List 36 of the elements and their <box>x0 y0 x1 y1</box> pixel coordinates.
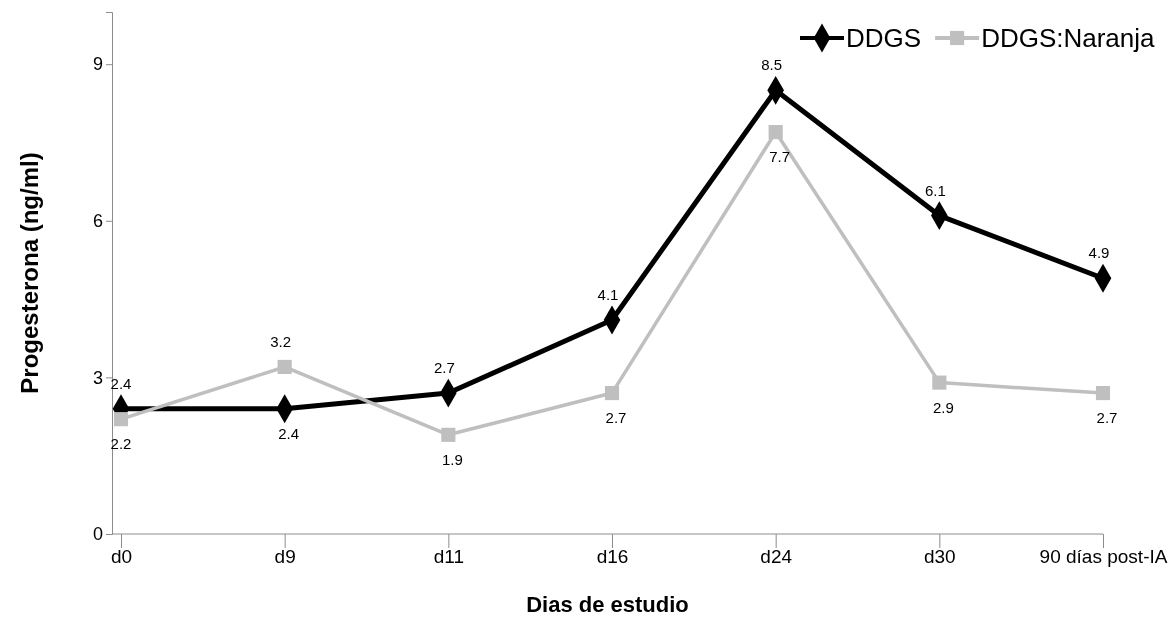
point <box>113 412 129 427</box>
data-label: 2.7 <box>605 409 627 427</box>
data-label: 2.4 <box>110 374 132 392</box>
y-tick-label: 6 <box>92 211 103 232</box>
data-label: 2.7 <box>433 359 455 377</box>
point <box>604 385 620 401</box>
x-tick-label: 90 días post-IA <box>1039 545 1168 567</box>
legend-label: DDGS <box>846 23 922 53</box>
data-label: 4.9 <box>1088 244 1110 262</box>
point <box>441 427 456 442</box>
y-tick-label: 9 <box>92 54 103 75</box>
y-tick-label: 3 <box>92 367 103 388</box>
point <box>932 375 947 390</box>
data-label: 4.1 <box>597 285 619 303</box>
data-label: 2.9 <box>932 398 954 416</box>
x-tick-label: d16 <box>596 545 629 567</box>
y-tick-label: 0 <box>92 524 103 545</box>
x-tick-label: d9 <box>274 545 296 567</box>
point <box>768 124 783 140</box>
data-label: 7.7 <box>769 148 791 166</box>
x-axis-title: Dias de estudio <box>526 592 689 617</box>
x-tick-label: d30 <box>923 545 956 567</box>
x-tick-label: d24 <box>760 545 793 567</box>
data-label: 6.1 <box>924 181 946 199</box>
y-axis-title: Progesterona (ng/ml) <box>16 152 43 394</box>
point <box>277 359 292 375</box>
data-label: 3.2 <box>270 332 292 350</box>
x-tick-label: d0 <box>110 545 133 567</box>
data-label: 8.5 <box>761 56 783 74</box>
data-label: 1.9 <box>441 450 463 468</box>
point <box>1095 385 1111 401</box>
data-label: 2.7 <box>1096 409 1118 427</box>
legend-label: DDGS:Naranja <box>981 23 1156 53</box>
data-label: 2.2 <box>110 435 132 453</box>
x-tick-label: d11 <box>433 545 464 567</box>
data-label: 2.4 <box>278 424 300 442</box>
